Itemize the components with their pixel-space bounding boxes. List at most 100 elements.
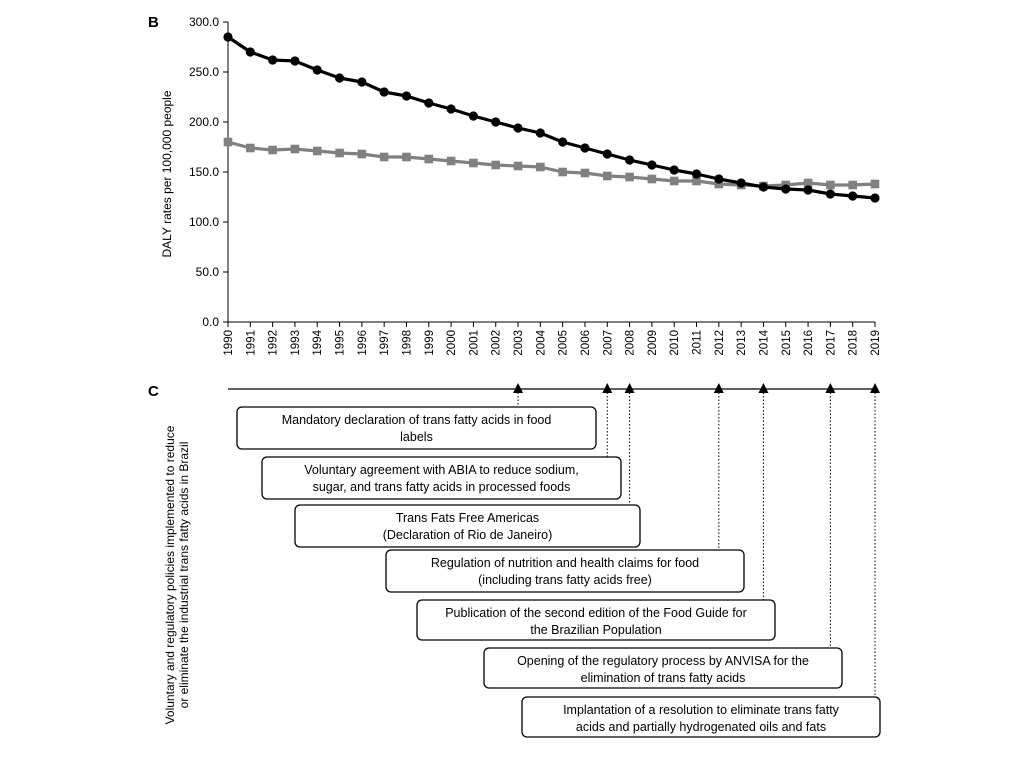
event-marker-triangle bbox=[713, 383, 724, 393]
x-tick-label: 2007 bbox=[602, 330, 614, 356]
data-point bbox=[513, 123, 523, 133]
x-tick-label: 2008 bbox=[625, 330, 637, 356]
event-text: Publication of the second edition of the… bbox=[445, 606, 747, 620]
data-point bbox=[580, 168, 590, 178]
timeline-event: Implantation of a resolution to eliminat… bbox=[521, 383, 881, 738]
x-tick-label: 2012 bbox=[714, 330, 726, 356]
data-point bbox=[870, 179, 880, 189]
x-tick-label: 1993 bbox=[290, 330, 302, 356]
event-marker-triangle bbox=[825, 383, 836, 393]
panel-b-label: B bbox=[148, 14, 159, 31]
data-point bbox=[379, 152, 389, 162]
timeline-event: Publication of the second edition of the… bbox=[416, 383, 776, 641]
data-point bbox=[223, 32, 233, 42]
data-point bbox=[580, 143, 590, 153]
data-point bbox=[312, 146, 322, 156]
timeline-y-label-line2: or eliminate the industrial trans fatty … bbox=[177, 442, 191, 709]
timeline-y-label-line1: Voluntary and regulatory policies implem… bbox=[163, 425, 177, 724]
event-text: Mandatory declaration of trans fatty aci… bbox=[282, 413, 552, 427]
x-tick-label: 1995 bbox=[335, 330, 347, 356]
data-point bbox=[558, 167, 567, 177]
data-point bbox=[536, 162, 545, 172]
x-tick-label: 1990 bbox=[223, 330, 235, 356]
data-point bbox=[781, 184, 791, 194]
x-tick-label: 1997 bbox=[379, 330, 391, 356]
data-point bbox=[848, 180, 857, 190]
timeline-event: Voluntary agreement with ABIA to reduce … bbox=[261, 383, 622, 500]
data-point bbox=[223, 137, 233, 147]
data-point bbox=[602, 149, 612, 159]
x-tick-label: 2004 bbox=[535, 329, 547, 355]
data-point bbox=[334, 73, 345, 83]
event-marker-triangle bbox=[513, 383, 524, 393]
x-tick-label: 2018 bbox=[848, 330, 860, 356]
x-tick-label: 2013 bbox=[736, 330, 748, 356]
series-1 bbox=[223, 32, 880, 203]
data-point bbox=[558, 137, 568, 147]
data-point bbox=[312, 65, 322, 75]
x-tick-label: 2003 bbox=[513, 330, 525, 356]
data-point bbox=[402, 152, 411, 162]
event-box bbox=[521, 696, 881, 738]
timeline-event: Opening of the regulatory process by ANV… bbox=[483, 383, 843, 689]
data-point bbox=[401, 91, 412, 101]
data-point bbox=[424, 154, 434, 164]
x-tick-label: 2019 bbox=[870, 330, 882, 356]
data-point bbox=[736, 178, 746, 188]
event-box bbox=[261, 456, 622, 500]
timeline-event: Mandatory declaration of trans fatty aci… bbox=[236, 383, 597, 450]
x-tick-label: 2014 bbox=[758, 329, 770, 355]
data-point bbox=[669, 176, 679, 186]
x-tick-label: 1994 bbox=[312, 329, 324, 355]
line-chart: DALY rates per 100,000 people 0.0 50.0 100… bbox=[160, 15, 882, 356]
data-point bbox=[468, 111, 479, 121]
y-tick-label: 50.0 bbox=[196, 265, 220, 279]
event-marker-triangle bbox=[624, 383, 635, 393]
series-line bbox=[227, 35, 876, 200]
event-text: labels bbox=[400, 430, 433, 444]
data-point bbox=[245, 47, 255, 57]
event-box bbox=[236, 406, 597, 450]
event-marker-triangle bbox=[602, 383, 613, 393]
event-text: sugar, and trans fatty acids in processe… bbox=[313, 480, 571, 494]
event-box bbox=[294, 504, 641, 548]
event-text: Trans Fats Free Americas bbox=[396, 511, 539, 525]
x-tick-label: 2001 bbox=[468, 330, 480, 356]
event-text: Opening of the regulatory process by ANV… bbox=[517, 654, 809, 668]
data-point bbox=[803, 178, 813, 188]
x-tick-label: 1996 bbox=[357, 330, 369, 356]
data-point bbox=[513, 161, 523, 171]
data-point bbox=[290, 144, 300, 154]
data-point bbox=[268, 55, 278, 65]
y-tick-label: 300.0 bbox=[189, 15, 219, 29]
policy-timeline: Voluntary and regulatory policies implem… bbox=[163, 383, 881, 738]
data-point bbox=[246, 143, 255, 153]
data-point bbox=[826, 180, 835, 190]
data-point bbox=[625, 172, 634, 182]
data-point bbox=[379, 87, 389, 97]
event-marker-triangle bbox=[870, 383, 880, 393]
x-tick-label: 2005 bbox=[558, 330, 570, 356]
series-2 bbox=[223, 137, 880, 191]
data-point bbox=[290, 56, 300, 66]
event-text: acids and partially hydrogenated oils an… bbox=[576, 720, 826, 734]
data-point bbox=[424, 98, 434, 108]
x-tick-label: 2006 bbox=[580, 330, 592, 356]
y-tick-label: 200.0 bbox=[189, 115, 219, 129]
event-text: Regulation of nutrition and health claim… bbox=[431, 556, 699, 570]
event-text: (Declaration of Rio de Janeiro) bbox=[383, 528, 553, 542]
data-point bbox=[647, 174, 657, 184]
event-box bbox=[416, 599, 776, 641]
data-point bbox=[692, 176, 701, 186]
data-point bbox=[714, 179, 724, 189]
data-point bbox=[602, 171, 612, 181]
data-point bbox=[469, 158, 478, 168]
data-point bbox=[335, 148, 344, 158]
data-point bbox=[624, 155, 635, 165]
event-box bbox=[385, 549, 745, 593]
timeline-event: Trans Fats Free Americas (Declaration of … bbox=[294, 383, 641, 548]
x-tick-label: 1998 bbox=[401, 330, 413, 356]
event-text: (including trans fatty acids free) bbox=[478, 573, 652, 587]
event-text: elimination of trans fatty acids bbox=[581, 671, 746, 685]
